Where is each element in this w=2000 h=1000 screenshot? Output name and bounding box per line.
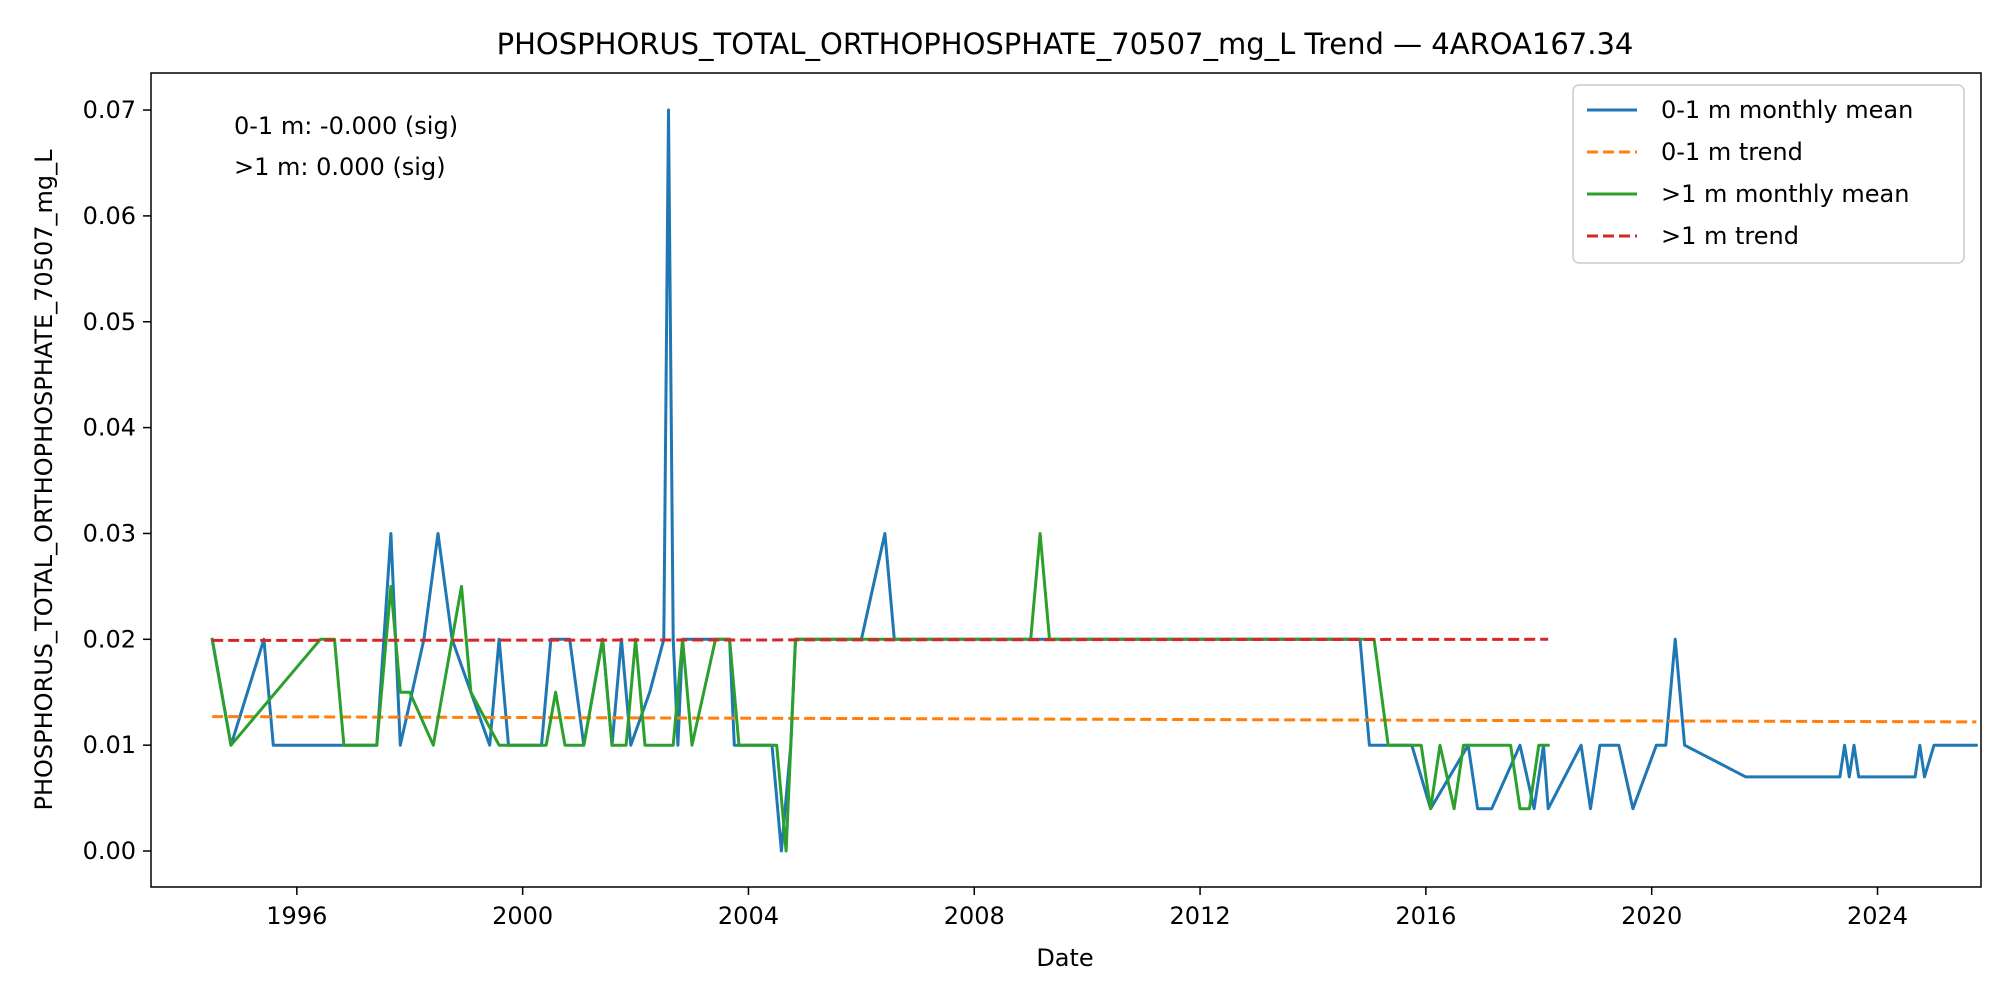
x-tick-label: 2000 bbox=[492, 902, 553, 930]
x-tick-label: 1996 bbox=[266, 902, 327, 930]
x-tick-label: 2016 bbox=[1395, 902, 1456, 930]
y-tick-label: 0.06 bbox=[83, 202, 136, 230]
x-tick-label: 2012 bbox=[1170, 902, 1231, 930]
series-line-1-m-monthly-mean bbox=[210, 532, 1550, 853]
y-tick-label: 0.07 bbox=[83, 96, 136, 124]
x-tick-label: 2020 bbox=[1621, 902, 1682, 930]
series-line-0-1-m-trend bbox=[212, 715, 1977, 724]
legend-box bbox=[1572, 84, 1965, 264]
plot-frame bbox=[150, 72, 1982, 888]
legend-label: >1 m monthly mean bbox=[1661, 180, 1909, 208]
y-tick-label: 0.00 bbox=[83, 837, 136, 865]
y-tick-label: 0.03 bbox=[83, 519, 136, 547]
x-tick-label: 2004 bbox=[718, 902, 779, 930]
x-tick-label: 2024 bbox=[1847, 902, 1908, 930]
series-layer bbox=[210, 108, 1978, 853]
y-axis-label: PHOSPHORUS_TOTAL_ORTHOPHOSPHATE_70507_mg… bbox=[30, 149, 58, 811]
legend-label: 0-1 m monthly mean bbox=[1661, 96, 1913, 124]
x-axis: 1996 2000 2004 2008 2012 2016 2020 2024 bbox=[266, 887, 1908, 930]
y-tick-label: 0.04 bbox=[83, 414, 136, 442]
series-line-0-1-m-monthly-mean bbox=[210, 108, 1978, 853]
y-tick-label: 0.05 bbox=[83, 308, 136, 336]
annotation-deep-trend: >1 m: 0.000 (sig) bbox=[234, 153, 446, 181]
series-line-1-m-trend bbox=[212, 637, 1549, 642]
legend: 0-1 m monthly mean 0-1 m trend >1 m monthl… bbox=[1572, 84, 1965, 264]
x-axis-label: Date bbox=[1036, 944, 1093, 972]
legend-label: 0-1 m trend bbox=[1661, 138, 1803, 166]
chart-title: PHOSPHORUS_TOTAL_ORTHOPHOSPHATE_70507_mg… bbox=[497, 27, 1634, 61]
y-tick-label: 0.01 bbox=[83, 731, 136, 759]
legend-label: >1 m trend bbox=[1661, 222, 1799, 250]
x-tick-label: 2008 bbox=[944, 902, 1005, 930]
annotation-shallow-trend: 0-1 m: -0.000 (sig) bbox=[234, 112, 458, 140]
y-tick-label: 0.02 bbox=[83, 625, 136, 653]
y-axis: 0.00 0.01 0.02 0.03 0.04 0.05 0.06 0.07 bbox=[83, 96, 151, 865]
